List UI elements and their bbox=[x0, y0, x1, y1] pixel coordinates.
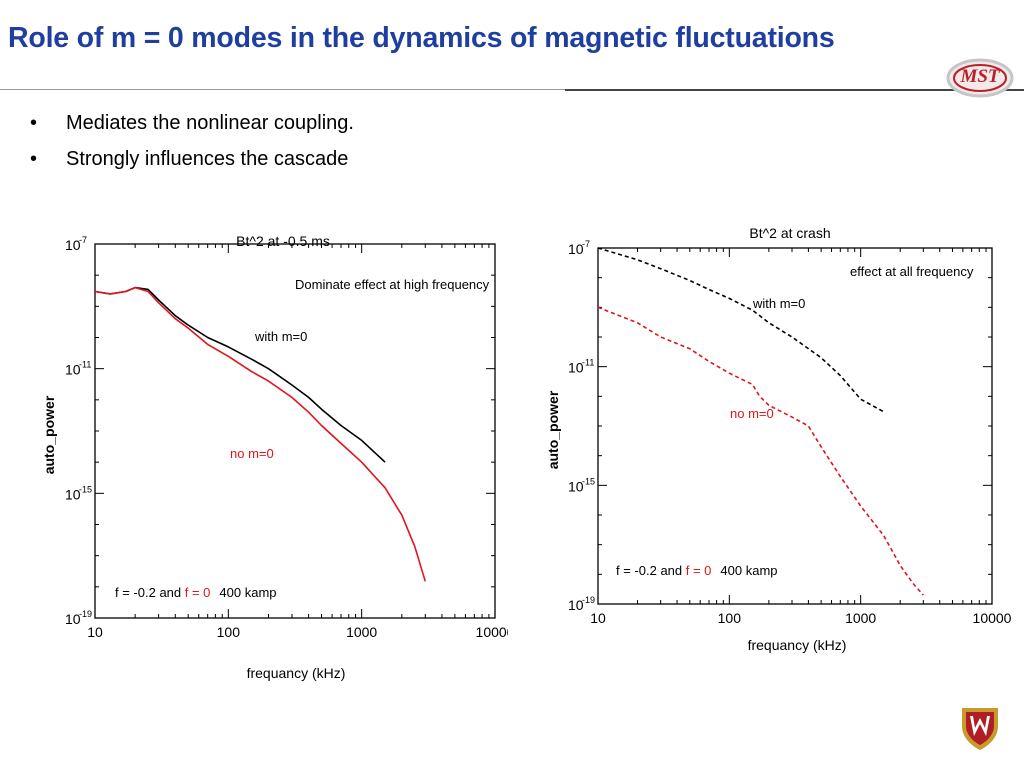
spectrum-chart-right: Bt^2 at crash auto_power frequancy (kHz)… bbox=[545, 225, 1012, 653]
y-tick-label: 10 bbox=[65, 362, 81, 378]
x-axis-label: frequancy (kHz) bbox=[247, 665, 346, 681]
y-tick-exponent: -7 bbox=[79, 235, 87, 245]
y-tick-exponent: -15 bbox=[582, 476, 595, 486]
mst-logo-text: MST bbox=[960, 66, 1000, 87]
spectrum-chart-left: Bt^2 at -0.5 ms auto_power frequancy (kH… bbox=[41, 233, 508, 681]
bullet-item: • Strongly influences the cascade bbox=[30, 146, 354, 182]
x-tick-label: 10000 bbox=[476, 624, 508, 640]
y-tick-exponent: -19 bbox=[79, 609, 92, 619]
x-tick-label: 1000 bbox=[346, 624, 377, 640]
annotation-no-m0: no m=0 bbox=[730, 406, 774, 421]
bullet-list: • Mediates the nonlinear coupling. • Str… bbox=[30, 110, 354, 182]
x-tick-label: 10000 bbox=[973, 610, 1012, 626]
x-tick-label: 10 bbox=[590, 610, 606, 626]
plot-area: 10 100 1000 1000010-710-1110-1510-19effect … bbox=[568, 239, 1012, 626]
x-axis-label: frequancy (kHz) bbox=[748, 637, 847, 653]
y-tick-exponent: -19 bbox=[582, 595, 595, 605]
y-axis-label: auto_power bbox=[41, 395, 57, 474]
mst-logo-ring-icon bbox=[946, 58, 1014, 98]
x-tick-label: 100 bbox=[718, 610, 742, 626]
annotation-with-m0: with m=0 bbox=[752, 296, 805, 311]
footer-red: f = 0 bbox=[185, 585, 211, 600]
x-tick-label: 1000 bbox=[845, 610, 876, 626]
y-tick-exponent: -11 bbox=[79, 360, 91, 370]
chart-title: Bt^2 at crash bbox=[749, 225, 830, 241]
series-line bbox=[597, 247, 885, 413]
bullet-item: • Mediates the nonlinear coupling. bbox=[30, 110, 354, 146]
footer-suffix: 400 kamp bbox=[720, 563, 777, 578]
footer-prefix: f = -0.2 and bbox=[115, 585, 185, 600]
bullet-text: Mediates the nonlinear coupling. bbox=[66, 112, 354, 134]
university-crest bbox=[956, 704, 1004, 752]
footer-red: f = 0 bbox=[686, 563, 712, 578]
y-tick-label: 10 bbox=[568, 478, 584, 494]
footer-prefix: f = -0.2 and bbox=[616, 563, 686, 578]
annotation-with-m0: with m=0 bbox=[254, 329, 307, 344]
annotation-footer: f = -0.2 and f = 0 400 kamp bbox=[115, 585, 277, 600]
y-tick-label: 10 bbox=[568, 360, 584, 376]
title-divider bbox=[0, 89, 570, 90]
crest-shield-icon bbox=[962, 708, 998, 750]
y-axis-label: auto_power bbox=[545, 390, 561, 469]
annotation-main: Dominate effect at high frequency bbox=[295, 277, 490, 292]
annotation-footer: f = -0.2 and f = 0 400 kamp bbox=[616, 563, 778, 578]
bullet-icon: • bbox=[30, 112, 38, 134]
y-tick-label: 10 bbox=[568, 597, 584, 613]
bullet-text: Strongly influences the cascade bbox=[66, 148, 349, 170]
y-tick-exponent: -11 bbox=[582, 358, 594, 368]
slide-title: Role of m = 0 modes in the dynamics of m… bbox=[8, 22, 835, 54]
y-tick-exponent: -7 bbox=[582, 239, 590, 249]
chart-title: Bt^2 at -0.5 ms bbox=[236, 233, 330, 249]
y-tick-label: 10 bbox=[568, 241, 584, 257]
x-tick-label: 10 bbox=[87, 624, 103, 640]
y-tick-label: 10 bbox=[65, 237, 81, 253]
y-tick-label: 10 bbox=[65, 486, 81, 502]
plot-area: 1010010001000010-710-1110-1510-19Dominat… bbox=[65, 235, 508, 640]
footer-suffix: 400 kamp bbox=[219, 585, 276, 600]
series-line bbox=[597, 306, 924, 596]
x-tick-label: 100 bbox=[217, 624, 241, 640]
y-tick-label: 10 bbox=[65, 611, 81, 627]
annotation-main: effect at all frequency bbox=[850, 264, 974, 279]
title-divider-accent bbox=[565, 89, 1024, 91]
series-line bbox=[94, 286, 386, 463]
series-line bbox=[94, 286, 427, 582]
y-tick-exponent: -15 bbox=[79, 484, 92, 494]
bullet-icon: • bbox=[30, 148, 38, 170]
annotation-no-m0: no m=0 bbox=[230, 446, 274, 461]
mst-logo: MST bbox=[944, 54, 1016, 100]
